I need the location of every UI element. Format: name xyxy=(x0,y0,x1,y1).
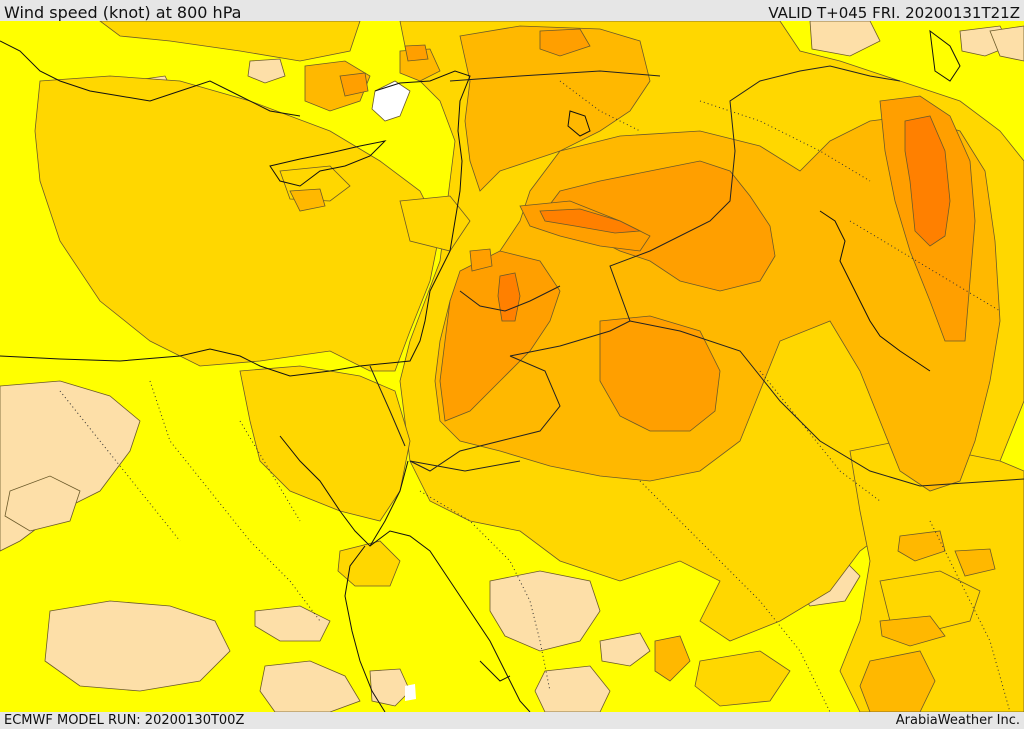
map-svg xyxy=(0,21,1024,712)
calm-area-small xyxy=(405,684,416,701)
model-run: ECMWF MODEL RUN: 20200130T00Z xyxy=(4,713,245,728)
coastlines xyxy=(0,29,961,712)
header-bar: Wind speed (knot) at 800 hPa VALID T+045… xyxy=(0,0,1024,22)
valid-time: VALID T+045 FRI. 20200131T21Z xyxy=(768,4,1020,22)
calm-area xyxy=(371,80,411,122)
gale-wind-areas xyxy=(497,115,951,322)
region-lines xyxy=(59,80,1011,712)
credit: ArabiaWeather Inc. xyxy=(895,713,1020,728)
footer-bar: ECMWF MODEL RUN: 20200130T00Z ArabiaWeat… xyxy=(0,712,1024,729)
map-title: Wind speed (knot) at 800 hPa xyxy=(4,3,242,22)
wind-speed-map xyxy=(0,21,1024,712)
